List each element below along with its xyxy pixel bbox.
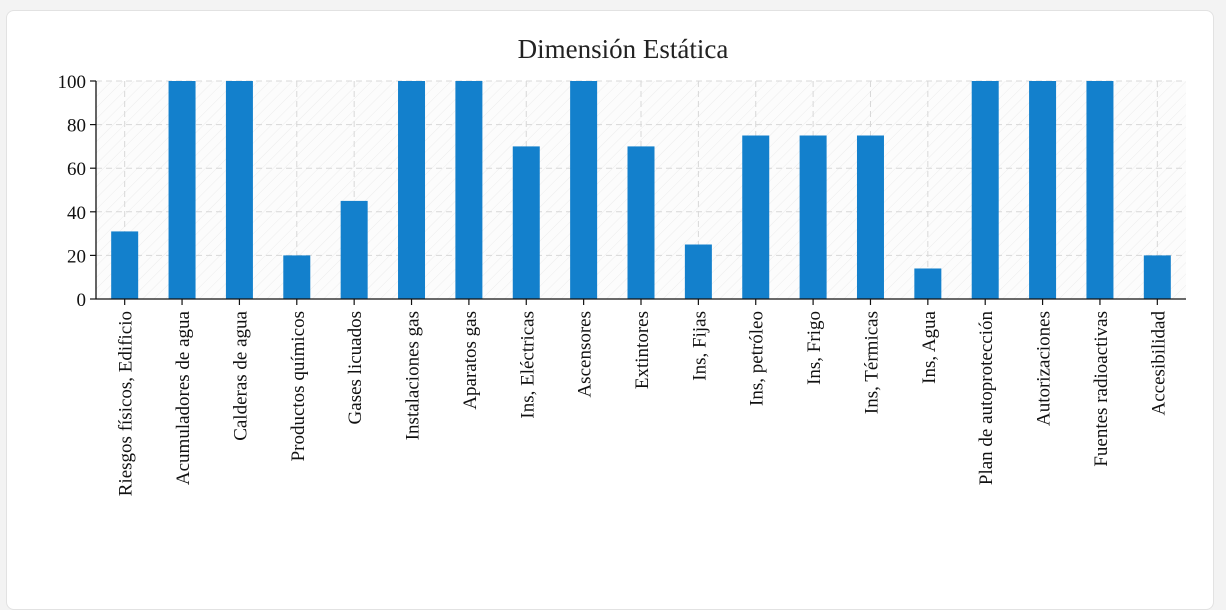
- x-tick-label: Calderas de agua: [230, 310, 251, 440]
- x-tick-label: Instalaciones gas: [403, 311, 424, 440]
- bar[interactable]: [856, 135, 884, 300]
- bar[interactable]: [570, 81, 598, 299]
- bar[interactable]: [340, 200, 368, 299]
- x-tick-label: Ins, Agua: [919, 310, 940, 383]
- y-tick-label: 40: [67, 203, 86, 224]
- x-tick-label: Autorizaciones: [1034, 311, 1055, 426]
- x-tick-label: Ins, Fijas: [689, 311, 710, 381]
- bar[interactable]: [1029, 81, 1057, 299]
- y-tick-label: 80: [67, 116, 86, 137]
- x-tick-label: Productos químicos: [288, 311, 309, 461]
- y-tick-label: 60: [67, 159, 86, 180]
- bar[interactable]: [742, 135, 770, 300]
- x-tick-label: Plan de autoprotección: [976, 311, 997, 486]
- x-tick-label: Aparatos gas: [460, 311, 481, 410]
- bar[interactable]: [455, 81, 483, 299]
- x-tick-label: Riesgos físicos, Edificio: [116, 311, 137, 496]
- x-tick-label: Accesibilidad: [1148, 311, 1169, 416]
- bar[interactable]: [111, 231, 139, 299]
- bar[interactable]: [225, 81, 253, 299]
- bar[interactable]: [799, 135, 827, 300]
- bar[interactable]: [512, 146, 540, 299]
- bar[interactable]: [1086, 81, 1114, 299]
- x-tick-label: Extintores: [632, 311, 653, 389]
- bar[interactable]: [971, 81, 999, 299]
- x-tick-label: Ascensores: [575, 311, 596, 398]
- x-tick-label: Ins, Térmicas: [861, 311, 882, 414]
- x-tick-label: Ins, Frigo: [804, 311, 825, 385]
- bar[interactable]: [627, 146, 655, 299]
- x-tick-label: Ins, petróleo: [747, 311, 768, 406]
- bar[interactable]: [1143, 255, 1171, 299]
- bar[interactable]: [398, 81, 426, 299]
- y-tick-label: 0: [77, 290, 87, 311]
- y-tick-label: 100: [58, 72, 87, 93]
- x-tick-label: Gases licuados: [345, 311, 366, 424]
- bar[interactable]: [684, 244, 712, 300]
- x-tick-label: Ins, Eléctricas: [517, 311, 538, 419]
- bar[interactable]: [283, 255, 311, 299]
- chart-title: Dimensión Estática: [518, 34, 729, 64]
- y-tick-label: 20: [67, 246, 86, 267]
- bar[interactable]: [168, 81, 196, 299]
- x-tick-label: Acumuladores de agua: [173, 310, 194, 485]
- bar[interactable]: [914, 268, 942, 299]
- x-tick-label: Fuentes radioactivas: [1091, 311, 1112, 467]
